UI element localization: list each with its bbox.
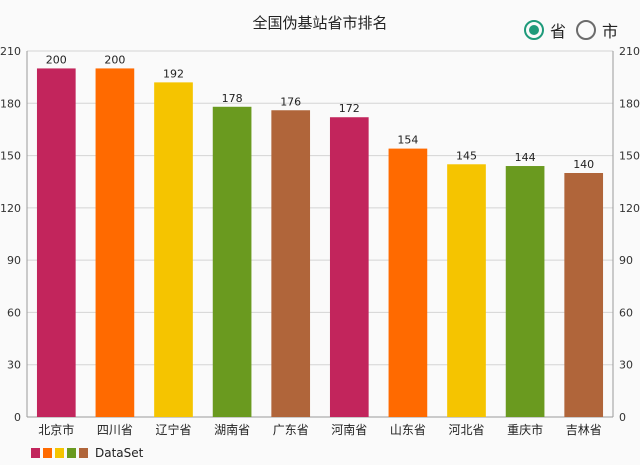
- x-tick-label: 山东省: [390, 423, 426, 437]
- y-tick-label-left: 120: [0, 202, 21, 215]
- legend-swatch: [43, 448, 52, 458]
- bar: [95, 68, 135, 417]
- data-label: 200: [104, 53, 125, 66]
- chart-title: 全国伪基站省市排名: [252, 14, 387, 32]
- y-tick-label-left: 150: [0, 150, 21, 163]
- legend-swatch: [55, 448, 64, 458]
- bar: [154, 82, 193, 417]
- data-label: 144: [515, 151, 536, 164]
- y-tick-label-left: 0: [14, 411, 21, 424]
- y-axis-right: 0 30 60 90 120 150 180 210: [619, 45, 640, 424]
- radio-city-circle[interactable]: [575, 20, 596, 40]
- data-label: 192: [163, 67, 184, 80]
- legend-label: DataSet: [95, 446, 144, 460]
- x-tick-label: 河南省: [331, 422, 367, 437]
- x-tick-label: 重庆市: [507, 422, 543, 437]
- data-label: 154: [397, 134, 418, 147]
- bar: [271, 110, 311, 417]
- bar: [388, 148, 428, 417]
- x-tick-label: 北京市: [38, 422, 74, 437]
- data-label: 200: [46, 53, 67, 66]
- bar: [212, 106, 252, 418]
- y-tick-label-right: 0: [619, 411, 626, 424]
- radio-province-label: 省: [549, 22, 566, 41]
- y-axis-left: 0 30 60 90 120 150 180 210: [0, 45, 21, 424]
- data-label: 178: [222, 92, 243, 105]
- bar: [447, 164, 486, 417]
- x-tick-label: 河北省: [448, 423, 484, 437]
- x-axis-labels: 北京市 四川省 辽宁省 湖南省 广东省 河南省 山东省 河北省 重庆市 吉林省: [38, 422, 601, 437]
- legend-swatch: [31, 448, 40, 458]
- data-label: 140: [573, 158, 594, 171]
- x-tick-label: 辽宁省: [155, 422, 191, 437]
- legend: DataSet: [31, 446, 144, 460]
- province-city-toggle: 省 市: [523, 18, 618, 42]
- legend-swatch: [79, 448, 88, 458]
- y-tick-label-right: 150: [619, 150, 640, 163]
- y-tick-label-right: 180: [619, 97, 640, 110]
- bar: [329, 117, 369, 417]
- y-tick-label-right: 30: [619, 359, 633, 372]
- radio-city-label: 市: [601, 22, 618, 41]
- y-tick-label-right: 60: [619, 306, 633, 319]
- x-tick-label: 广东省: [273, 423, 309, 437]
- data-label: 145: [456, 149, 477, 162]
- y-tick-label-left: 90: [7, 254, 21, 267]
- bars: [36, 68, 604, 418]
- y-tick-label-left: 180: [0, 97, 21, 110]
- y-tick-label-left: 30: [7, 359, 21, 372]
- data-label: 172: [339, 102, 360, 115]
- y-tick-label-right: 120: [619, 202, 640, 215]
- x-tick-label: 吉林省: [566, 423, 602, 437]
- radio-province-circle[interactable]: [523, 20, 544, 40]
- legend-swatch: [67, 448, 76, 458]
- radio-city[interactable]: 市: [575, 18, 618, 42]
- data-labels: 200 200 192 178 176 172 154 145 144 140: [46, 53, 594, 171]
- y-tick-label-right: 90: [619, 254, 633, 267]
- x-tick-label: 湖南省: [214, 422, 250, 437]
- bar: [505, 166, 545, 417]
- radio-province[interactable]: 省: [523, 18, 566, 42]
- data-label: 176: [280, 95, 301, 108]
- y-tick-label-left: 210: [0, 45, 21, 58]
- x-tick-label: 四川省: [97, 423, 133, 437]
- bar: [564, 173, 604, 417]
- y-tick-label-left: 60: [7, 306, 21, 319]
- y-tick-label-right: 210: [619, 45, 640, 58]
- bar: [36, 68, 76, 417]
